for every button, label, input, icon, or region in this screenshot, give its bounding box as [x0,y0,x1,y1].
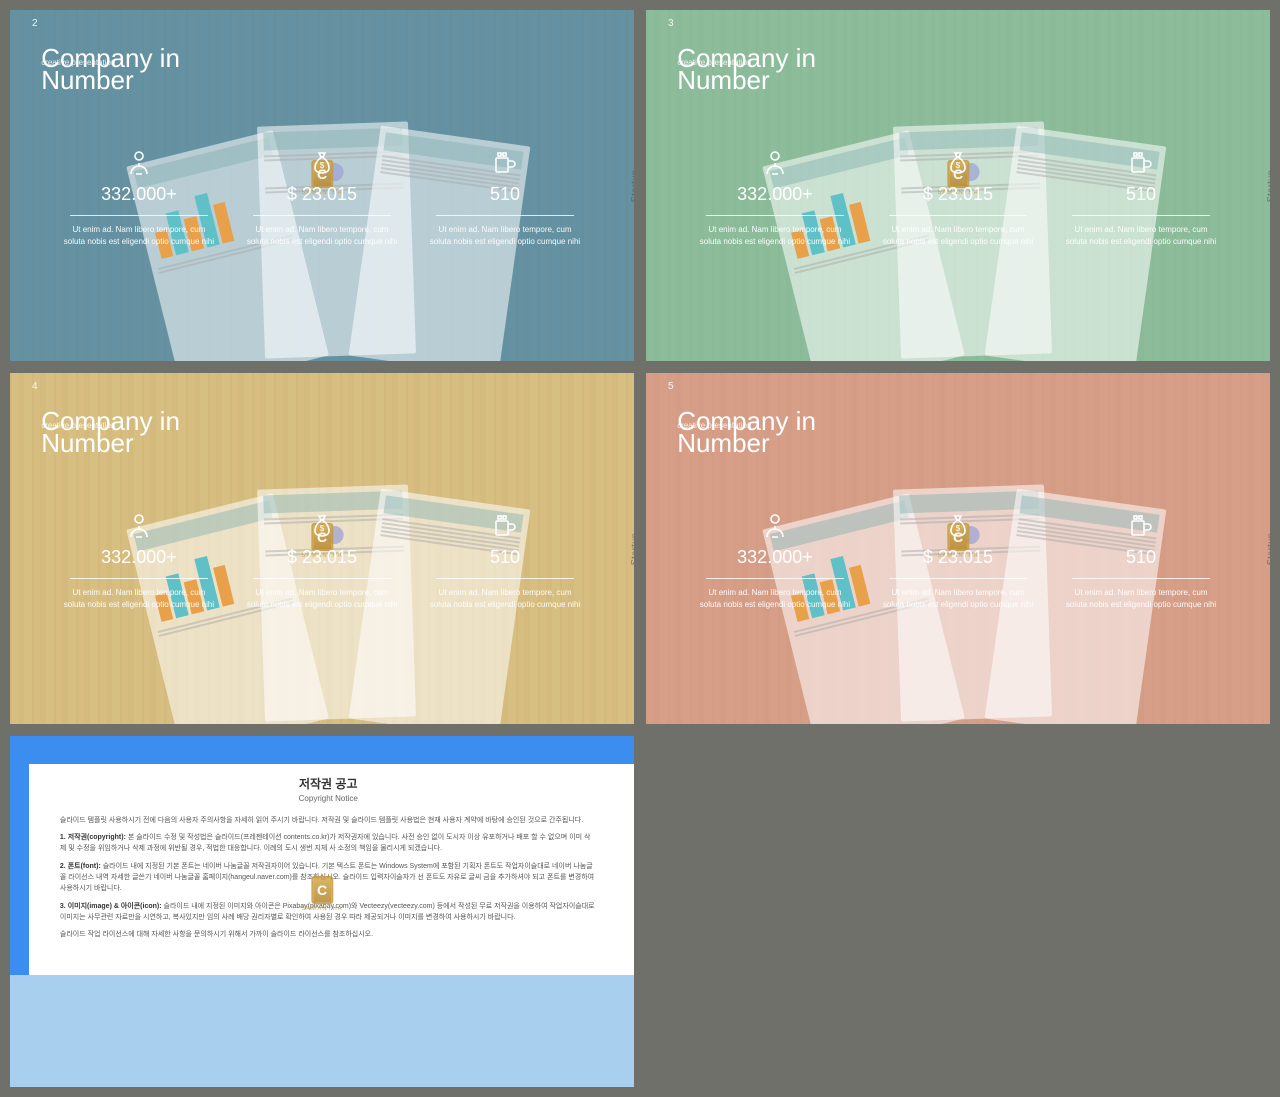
person-icon [62,513,216,541]
slide-number: 3 [668,18,674,29]
subtitle: creative presentation [41,58,180,67]
stat-value: 510 [428,184,582,211]
stat-value: $ 23.015 [245,184,399,211]
mug-icon [1064,513,1218,541]
copyright-outro: 슬라이드 작업 라이선스에 대해 자세한 사항을 문의하시기 위해서 가까이 슬… [60,930,597,941]
accent-bar-top [10,736,634,764]
svg-text:$: $ [956,524,961,533]
stat-2: $ $ 23.015 Ut enim ad. Nam libero tempor… [245,150,399,248]
svg-text:$: $ [320,524,325,533]
slide-grid: 2 Startup Company in creative presentati… [10,10,1270,1087]
person-icon [62,150,216,178]
slide-5: 5 Startup Company in creative presentati… [646,373,1270,724]
mug-icon [1064,150,1218,178]
moneybag-icon: $ [245,150,399,178]
stats-row: 332.000+ Ut enim ad. Nam libero tempore,… [10,150,634,248]
stat-desc: Ut enim ad. Nam libero tempore, cum solu… [428,224,582,248]
slide-heading: Company in creative presentation Number [41,45,180,95]
slide-3: 3 Startup Company in creative presentati… [646,10,1270,361]
stat-desc: Ut enim ad. Nam libero tempore, cum solu… [245,224,399,248]
person-icon [698,513,852,541]
slide-copyright: 저작권 공고 Copyright Notice 슬라이드 템플릿 사용하시기 전… [10,736,634,1087]
copyright-title: 저작권 공고 [60,775,597,794]
copyright-section-2: 2. 폰트(font): 슬라이드 내에 지정된 기본 폰트는 네이버 나눔글꼴… [60,862,597,895]
copyright-content: 저작권 공고 Copyright Notice 슬라이드 템플릿 사용하시기 전… [60,775,597,949]
stat-3: 510 Ut enim ad. Nam libero tempore, cum … [428,150,582,248]
slide-number: 2 [32,18,38,29]
stat-1: 332.000+ Ut enim ad. Nam libero tempore,… [62,150,216,248]
mug-icon [428,150,582,178]
copyright-intro: 슬라이드 템플릿 사용하시기 전에 다음의 사용자 주의사항을 자세히 읽어 주… [60,816,597,827]
moneybag-icon: $ [881,513,1035,541]
stat-value: 332.000+ [62,184,216,211]
slide-2: 2 Startup Company in creative presentati… [10,10,634,361]
copyright-section-3: 3. 이미지(image) & 아이콘(icon): 슬라이드 내에 지정된 이… [60,902,597,924]
accent-bar-bottom [10,975,634,1087]
copyright-section-1: 1. 저작권(copyright): 본 슬라이드 수정 및 작성법은 슬라이드… [60,833,597,855]
copyright-subtitle: Copyright Notice [60,793,597,805]
stat-desc: Ut enim ad. Nam libero tempore, cum solu… [62,224,216,248]
person-icon [698,150,852,178]
slide-4: 4 Startup Company in creative presentati… [10,373,634,724]
svg-text:$: $ [320,161,325,170]
slide-number: 4 [32,381,38,392]
moneybag-icon: $ [245,513,399,541]
svg-text:$: $ [956,161,961,170]
moneybag-icon: $ [881,150,1035,178]
mug-icon [428,513,582,541]
slide-number: 5 [668,381,674,392]
